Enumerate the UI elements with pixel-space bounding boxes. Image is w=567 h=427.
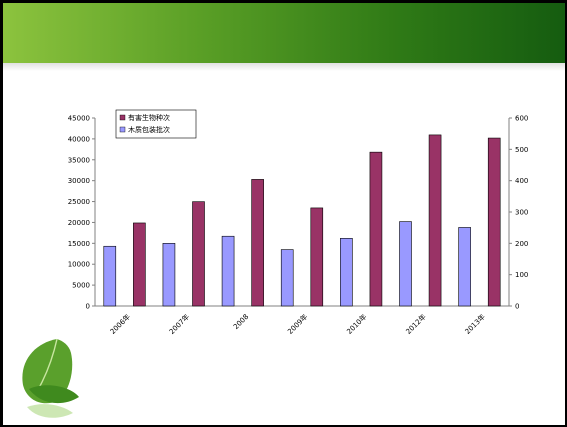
- header-shadow: [3, 63, 565, 71]
- left-tick-label: 0: [86, 303, 90, 311]
- left-tick-label: 15000: [68, 240, 90, 248]
- bar-pests: [487, 137, 501, 307]
- left-axis-ticks: 0 5000 10000 15000 20000 25000 30000 35000 40000…: [68, 115, 95, 311]
- bar-pests: [369, 151, 383, 307]
- right-axis-ticks: 0 100 200 300 400 500 600: [509, 115, 528, 311]
- left-tick-label: 40000: [68, 135, 90, 143]
- right-tick-label: 500: [515, 146, 528, 154]
- right-tick-label: 200: [515, 240, 528, 248]
- right-tick-label: 100: [515, 271, 528, 279]
- left-tick-label: 35000: [68, 156, 90, 164]
- bar-pests: [133, 222, 146, 307]
- legend-label-packaging: 木质包装批次: [128, 125, 170, 134]
- x-tick-label: 2006年: [108, 312, 132, 336]
- bar-packaging: [103, 245, 117, 307]
- left-tick-label: 20000: [68, 219, 90, 227]
- x-tick-label: 2010年: [345, 312, 369, 336]
- bar-chart: 0500010000150002000025000300003500040000…: [68, 109, 528, 336]
- x-tick-label: 2013年: [463, 312, 487, 336]
- slide: 0 5000 10000 15000 20000 25000 30000 35000 40000…: [3, 3, 565, 425]
- x-tick-label: 2008: [232, 313, 250, 331]
- bar-packaging: [162, 243, 176, 307]
- left-tick-label: 10000: [68, 261, 90, 269]
- left-tick-label: 45000: [68, 115, 90, 123]
- bar-packaging: [221, 235, 235, 307]
- x-tick-label: 2012年: [404, 312, 428, 336]
- bar-pests: [428, 134, 442, 307]
- right-tick-label: 0: [515, 303, 519, 311]
- bar-packaging: [458, 227, 471, 307]
- legend-swatch-pests: [119, 114, 126, 121]
- bar-pests: [310, 207, 324, 307]
- legend-swatch-packaging: [119, 126, 126, 133]
- left-tick-label: 25000: [68, 198, 90, 206]
- leaf-icon: [22, 338, 79, 418]
- x-tick-label: 2007年: [167, 312, 191, 336]
- left-tick-label: 5000: [72, 282, 90, 290]
- header-band: [3, 3, 565, 63]
- legend-box: [115, 109, 197, 139]
- legend: 有害生物种次 木质包装批次: [115, 109, 197, 139]
- x-tick-label: 2009年: [285, 312, 309, 336]
- x-axis-labels: 2006年 2007年 2008 2009年 2010年 2012年 2013年: [108, 312, 487, 336]
- bar-packaging: [340, 238, 353, 307]
- bar-packaging: [280, 249, 294, 307]
- bar-pests: [251, 179, 264, 307]
- right-tick-label: 400: [515, 177, 528, 185]
- bar-pests: [192, 201, 205, 307]
- right-tick-label: 300: [515, 209, 528, 217]
- legend-label-pests: 有害生物种次: [128, 113, 170, 122]
- bar-packaging: [399, 221, 412, 307]
- right-tick-label: 600: [515, 115, 528, 123]
- left-tick-label: 30000: [68, 177, 90, 185]
- bars: [103, 134, 501, 307]
